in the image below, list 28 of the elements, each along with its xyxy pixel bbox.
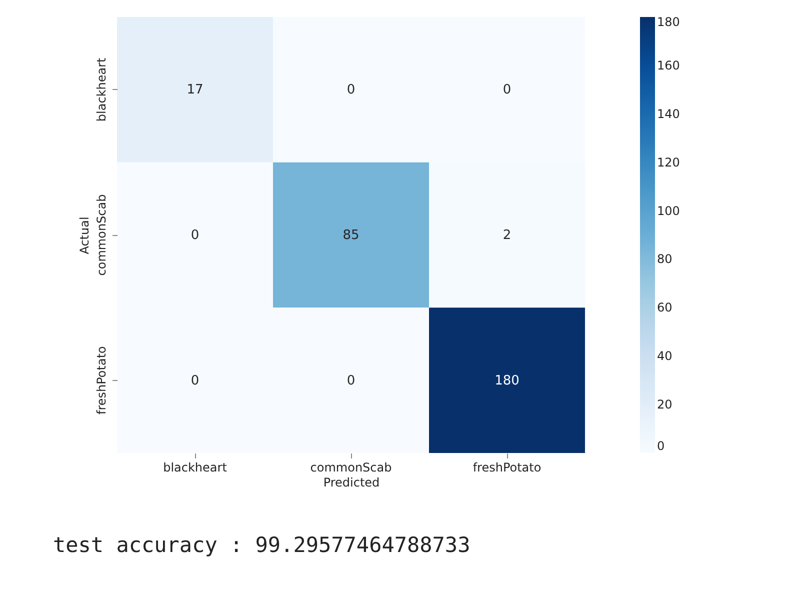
y-tick-label: commonScab (94, 194, 108, 276)
x-tick-label: freshPotato (472, 460, 542, 474)
color-bar-label: 0 (657, 439, 665, 453)
color-bar-label: 160 (657, 58, 680, 72)
color-bar-label: 120 (657, 155, 680, 170)
x-tick-label: blackheart (163, 460, 228, 474)
x-axis-title: Predicted (323, 476, 380, 490)
data-label: 0 (190, 228, 200, 243)
y-tick-label: freshPotato (94, 346, 108, 415)
data-label: 0 (190, 373, 200, 388)
color-bar-label: 100 (657, 204, 680, 218)
data-label: 180 (494, 373, 520, 388)
color-bar-label: 20 (657, 398, 672, 412)
data-label: 85 (342, 228, 360, 243)
data-label: 0 (346, 373, 356, 388)
color-bar-label: 40 (657, 349, 672, 364)
color-bar-label: 60 (657, 300, 672, 315)
y-tick-label: blackheart (94, 57, 108, 122)
data-label: 0 (346, 82, 356, 98)
color-bar-label: 140 (657, 106, 680, 121)
color-bar-label: 80 (657, 252, 672, 266)
y-axis-title: Actual (78, 216, 92, 254)
data-label: 0 (502, 82, 512, 98)
x-tick-label: commonScab (310, 460, 392, 474)
text: test accuracy : 99.29577464788733 (53, 533, 470, 557)
color-bar-label: 180 (657, 15, 680, 29)
data-label: 17 (186, 82, 204, 98)
data-label: 2 (502, 228, 512, 243)
